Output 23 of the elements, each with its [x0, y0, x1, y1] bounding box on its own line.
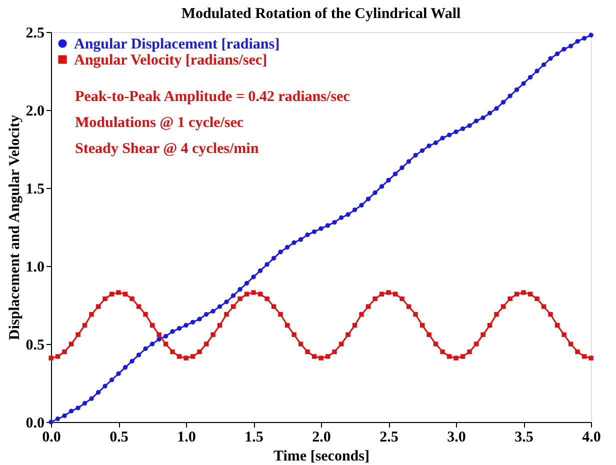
y-tick-label: 2.0	[26, 104, 44, 120]
y-tick-label: 1.0	[26, 260, 44, 276]
x-axis-title: Time [seconds]	[274, 448, 370, 464]
annotation: Peak-to-Peak Amplitude = 0.42 radians/sec	[75, 89, 350, 105]
legend-label: Angular Velocity [radians/sec]	[74, 52, 268, 68]
legend-label: Angular Displacement [radians]	[74, 36, 280, 52]
x-tick-label: 4.0	[582, 430, 601, 446]
x-tick-label: 1.5	[244, 430, 264, 446]
x-tick-label: 2.0	[312, 430, 331, 446]
x-tick-label: 0.0	[42, 430, 61, 446]
annotation: Steady Shear @ 4 cycles/min	[75, 141, 260, 157]
x-tick-label: 1.0	[177, 430, 196, 446]
y-tick-label: 1.5	[26, 182, 44, 198]
x-tick-label: 2.5	[380, 430, 398, 446]
chart-title: Modulated Rotation of the Cylindrical Wall	[181, 6, 461, 22]
x-tick-label: 3.5	[514, 430, 534, 446]
annotation: Modulations @ 1 cycle/sec	[75, 115, 244, 131]
x-tick-label: 0.5	[110, 430, 128, 446]
y-tick-label: 0.0	[26, 416, 44, 432]
y-tick-label: 0.5	[26, 338, 44, 354]
y-tick-label: 2.5	[26, 26, 44, 42]
x-tick-label: 3.0	[447, 430, 466, 446]
y-axis-title: Displacement and Angular Velocity	[6, 114, 23, 340]
